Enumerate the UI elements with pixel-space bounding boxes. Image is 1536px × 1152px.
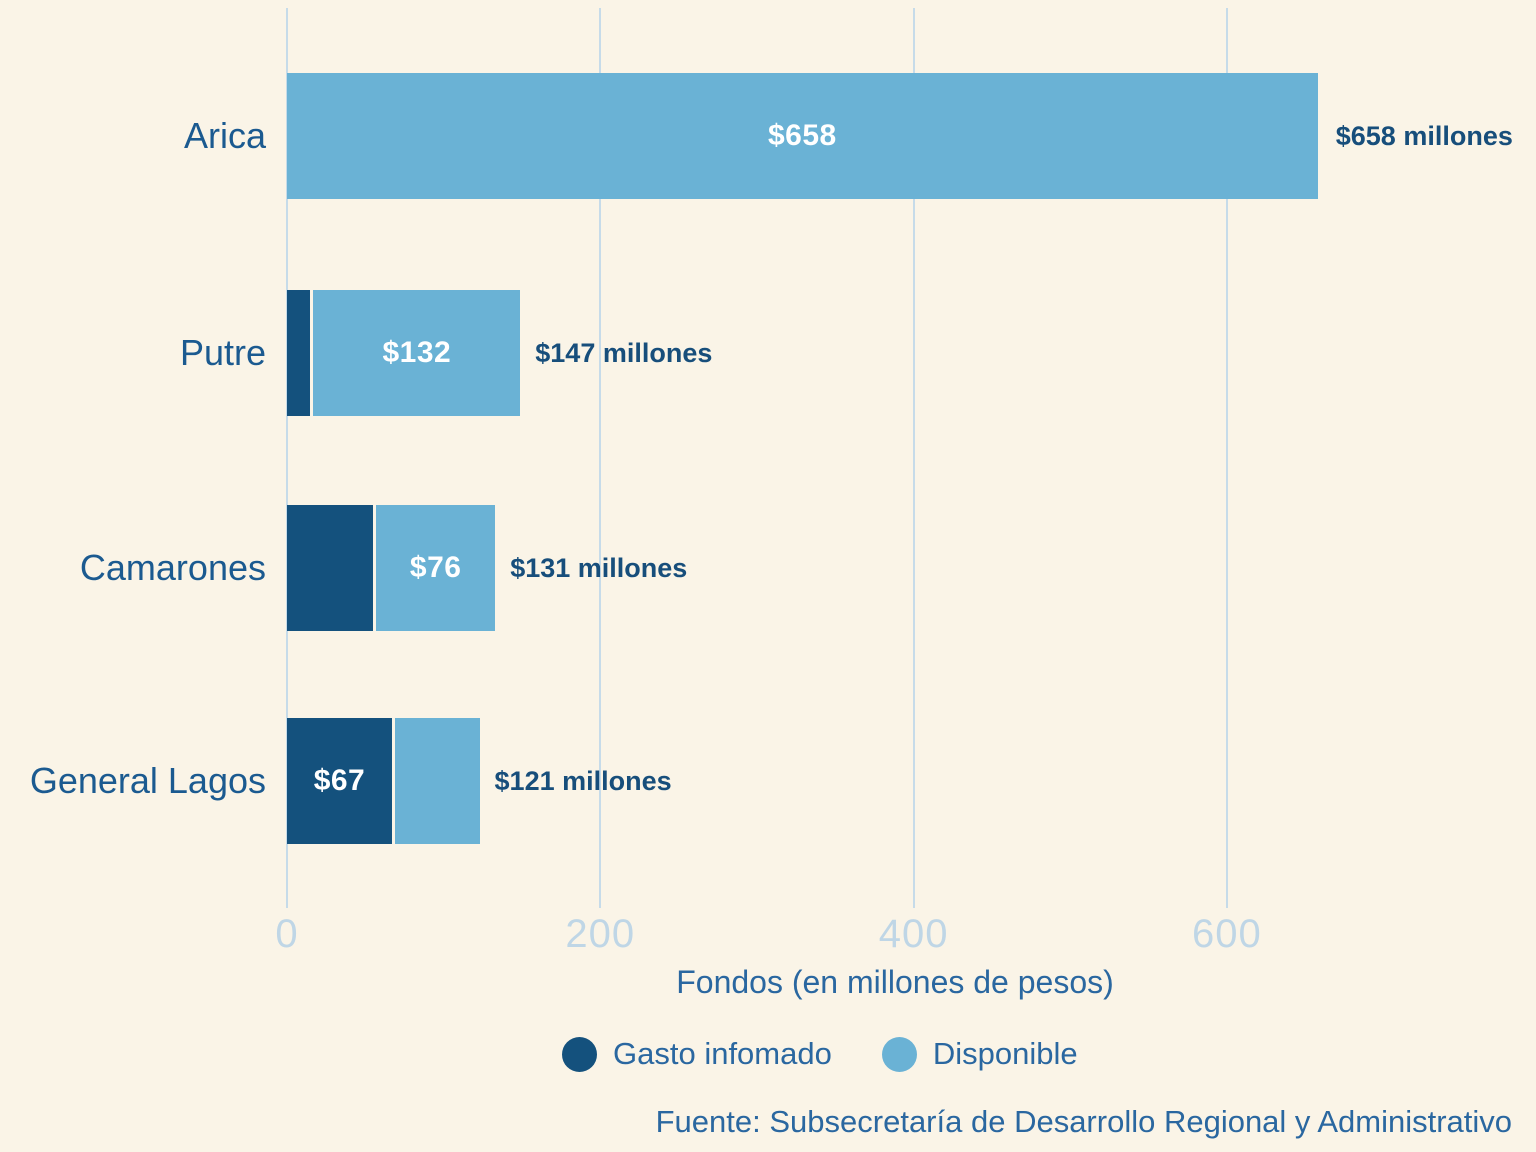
category-label-2: Camarones (79, 547, 266, 588)
source-attribution: Fuente: Subsecretaría de Desarrollo Regi… (655, 1104, 1512, 1139)
x-tick-label-600: 600 (1192, 912, 1262, 956)
total-label-2: $131 millones (510, 552, 688, 583)
category-label-0: Arica (183, 115, 266, 156)
total-label-1: $147 millones (535, 337, 713, 368)
category-label-1: Putre (179, 332, 266, 373)
bar-segment-disponible: $658 (287, 73, 1318, 199)
bar-segment-disponible: $76 (376, 505, 496, 631)
total-label-0: $658 millones (1335, 120, 1513, 151)
legend-label-disponible: Disponible (932, 1036, 1078, 1071)
gridline-200 (599, 8, 602, 908)
bar-row-2: $76 (287, 505, 496, 631)
bar-segment-gasto (287, 505, 374, 631)
bar-value-label: $132 (382, 336, 452, 369)
legend-dot-gasto-icon (562, 1036, 597, 1072)
gridline-400 (912, 8, 915, 908)
bar-row-3: $67 (287, 718, 480, 844)
legend: Gasto infomado Disponible (562, 1032, 1078, 1076)
legend-label-gasto: Gasto infomado (613, 1036, 832, 1071)
bar-value-label: $658 (768, 119, 837, 152)
gridline-0 (286, 8, 288, 908)
legend-item-disponible: Disponible (881, 1036, 1078, 1072)
bar-segment-disponible (394, 718, 480, 844)
bar-value-label: $67 (313, 764, 366, 797)
legend-dot-disponible-icon (881, 1036, 917, 1072)
legend-item-gasto: Gasto infomado (562, 1036, 832, 1072)
bar-row-1: $132 (287, 290, 521, 416)
bar-value-label: $76 (409, 551, 462, 584)
category-label-3: General Lagos (29, 760, 266, 801)
x-tick-label-400: 400 (878, 912, 949, 956)
x-tick-label-0: 0 (275, 912, 299, 956)
gridline-600 (1225, 8, 1228, 908)
x-tick-label-200: 200 (565, 912, 636, 956)
bar-row-0: $658 (287, 73, 1318, 199)
bar-segment-gasto: $67 (287, 718, 392, 844)
x-axis-title: Fondos (en millones de pesos) (676, 964, 1114, 1000)
bar-segment-gasto (287, 290, 311, 416)
total-label-3: $121 millones (494, 765, 672, 796)
bar-segment-disponible: $132 (313, 290, 521, 416)
